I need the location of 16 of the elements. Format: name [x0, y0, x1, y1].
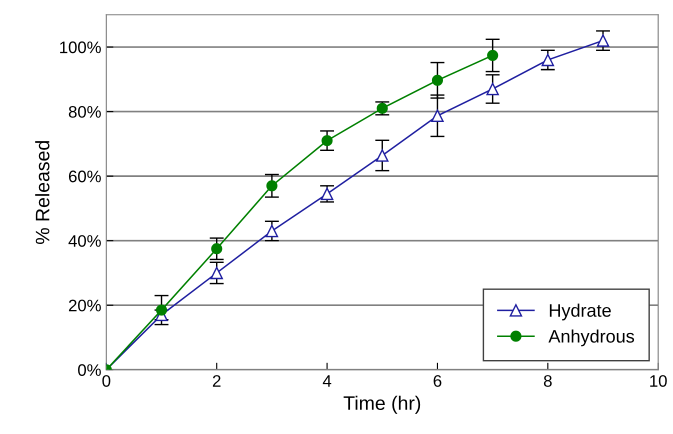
y-tick-label: 20% [68, 300, 101, 312]
legend-label: Hydrate [550, 304, 611, 320]
x-axis-title: Time (hr) [344, 396, 420, 414]
y-axis-title: % Released [35, 141, 50, 244]
x-tick-label: 6 [434, 375, 442, 387]
y-tick-label: 0% [78, 364, 101, 376]
x-tick-label: 0 [102, 375, 110, 387]
y-tick-label: 60% [68, 170, 101, 182]
y-tick-label: 40% [68, 235, 101, 247]
x-tick-label: 8 [544, 375, 552, 387]
y-tick-label: 80% [68, 106, 101, 118]
x-tick-label: 10 [650, 375, 667, 387]
x-tick-label: 2 [212, 375, 221, 387]
legend-label: Anhydrous [548, 329, 634, 346]
y-tick-label: 100% [60, 41, 101, 54]
x-tick-label: 4 [322, 375, 332, 387]
